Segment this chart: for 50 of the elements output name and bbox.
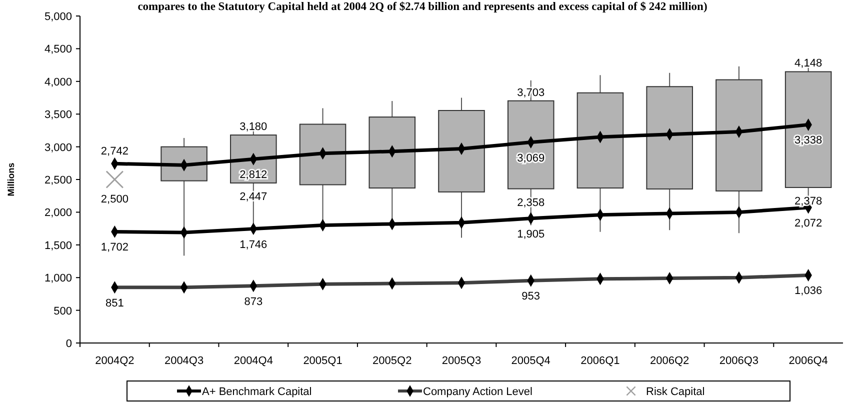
bar	[368, 116, 416, 188]
data-label: 873	[244, 296, 263, 308]
data-label: 1,702	[100, 242, 128, 254]
data-label: 2,500	[100, 194, 128, 206]
bar	[507, 100, 554, 190]
data-label: 851	[106, 297, 124, 310]
y-tick-label: 5,000	[44, 11, 72, 23]
data-label: 2,742	[100, 146, 128, 158]
y-tick-label: 2,000	[44, 207, 72, 220]
x-tick-label: 2004Q2	[95, 355, 134, 367]
chart-title: compares to the Statutory Capital held at 2004 2Q of $2.74 billion and represents and excess capital of $ 242 million)	[138, 1, 708, 13]
x-tick-label: 2005Q4	[511, 355, 550, 367]
x-tick-label: 2006Q2	[650, 355, 690, 367]
point	[106, 170, 124, 189]
bar	[576, 92, 624, 188]
y-tick-label: 500	[54, 305, 72, 318]
y-tick-label: 3,500	[44, 109, 72, 122]
y-tick-label: 0	[66, 338, 72, 350]
y-tick-label: 1,000	[44, 272, 72, 285]
legend-label: A+ Benchmark Capital	[202, 386, 312, 398]
bar	[299, 124, 346, 186]
data-label: 2,072	[794, 217, 822, 230]
bar	[716, 79, 762, 192]
x-tick-label: 2006Q3	[719, 355, 759, 367]
bar	[646, 86, 693, 190]
annotation: 3,180	[240, 121, 268, 134]
data-label: 1,036	[794, 285, 822, 298]
legend-label: Company Action Level	[423, 386, 532, 398]
data-label: 2,812	[240, 169, 268, 182]
x-tick-label: 2004Q4	[234, 355, 273, 367]
data-label: 3,338	[794, 134, 822, 147]
y-tick-label: 3,000	[44, 142, 72, 154]
legend-label: Risk Capital	[646, 386, 705, 398]
y-tick-label: 1,500	[44, 240, 72, 252]
x-tick-label: 2005Q3	[442, 355, 482, 367]
x-tick-label: 2006Q4	[788, 355, 828, 367]
data-label: 1,905	[517, 228, 545, 240]
x-tick-label: 2005Q1	[303, 355, 342, 367]
x-tick-label: 2005Q2	[372, 355, 412, 367]
x-tick-label: 2006Q1	[580, 355, 620, 367]
bar	[784, 71, 832, 188]
x-tick-label: 2004Q3	[164, 355, 204, 367]
y-tick-label: 2,500	[44, 174, 72, 186]
data-label: 3,069	[517, 152, 545, 164]
bar	[438, 110, 485, 192]
y-tick-label: 4,500	[44, 44, 72, 56]
y-axis-title: Millions	[6, 162, 16, 196]
data-label: 1,746	[240, 238, 268, 251]
y-tick-label: 4,000	[44, 76, 72, 88]
data-label: 953	[522, 290, 540, 303]
